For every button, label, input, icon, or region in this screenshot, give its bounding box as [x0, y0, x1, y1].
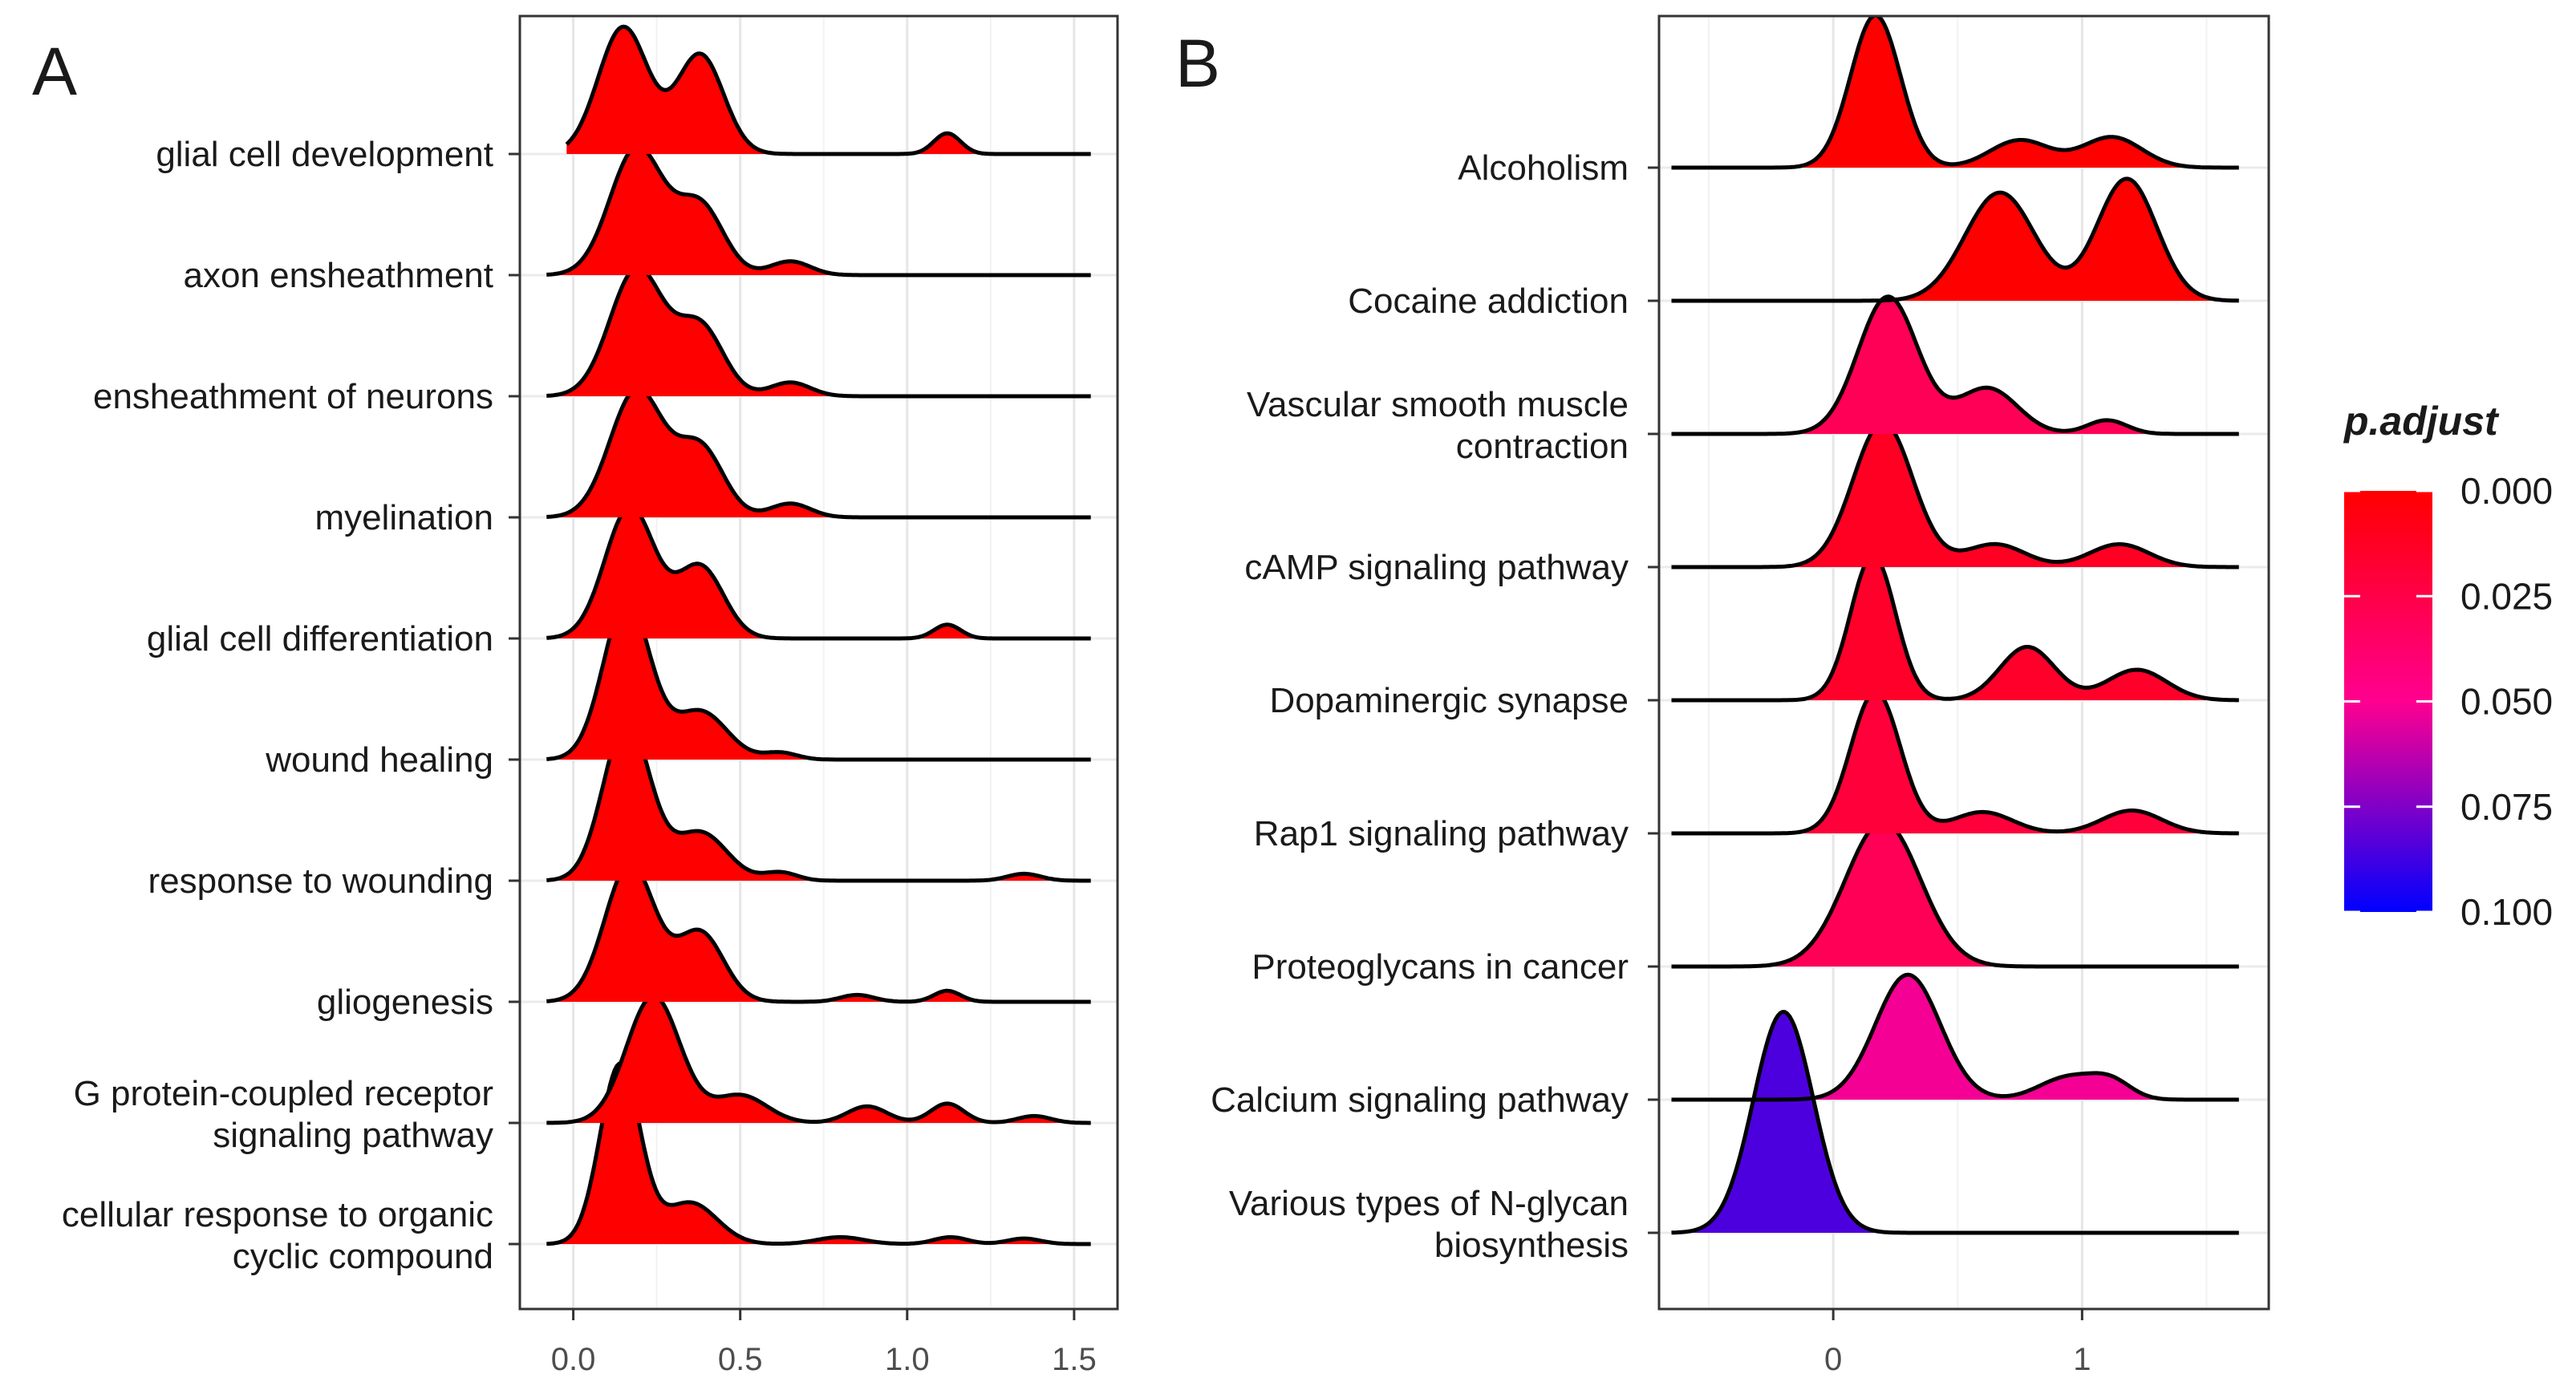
category-label: gliogenesis: [317, 983, 493, 1022]
ridges: [546, 24, 1091, 1246]
ridge-b-6: [1671, 689, 2239, 836]
ridge-a-5: [546, 505, 1091, 641]
ridge-fill: [546, 146, 1091, 275]
category-label: biosynthesis: [1434, 1226, 1629, 1265]
ridge-outline: [546, 994, 1091, 1125]
legend-tick-label: 0.075: [2460, 786, 2553, 828]
x-axis: 0.0 0.5 1.0 1.5: [551, 1309, 1097, 1377]
x-tick-label: 0.0: [551, 1342, 596, 1377]
ridge-outline: [1671, 553, 2239, 703]
ridge-outline: [565, 24, 1091, 156]
ridge-b-4: [1671, 420, 2239, 569]
ridge-b-2: [1671, 176, 2239, 303]
legend-tick-label: 0.100: [2460, 891, 2553, 933]
ridge-a-1: [565, 24, 1091, 156]
ridge-fill: [1671, 296, 2239, 434]
x-tick-label: 1.5: [1052, 1342, 1097, 1377]
ridge-fill: [546, 721, 1091, 881]
category-label: Rap1 signaling pathway: [1254, 814, 1629, 853]
category-label: contraction: [1456, 427, 1629, 466]
ridge-a-8: [546, 861, 1091, 1004]
ridge-b-9: [1671, 1010, 2239, 1235]
ridge-outline: [1671, 176, 2239, 303]
x-tick-label: 0.5: [718, 1342, 763, 1377]
legend-tick-label: 0.025: [2460, 575, 2553, 617]
legend-tick-label: 0.050: [2460, 681, 2553, 723]
category-label: Proteoglycans in cancer: [1251, 947, 1629, 987]
category-label: Dopaminergic synapse: [1269, 681, 1629, 720]
category-label: cAMP signaling pathway: [1244, 548, 1629, 587]
category-label: axon ensheathment: [183, 256, 493, 295]
x-tick-label: 1.0: [885, 1342, 930, 1377]
legend-tick-label: 0.000: [2460, 470, 2553, 512]
category-label: glial cell differentiation: [147, 619, 493, 659]
ridge-fill: [546, 388, 1091, 517]
ridge-fill: [566, 26, 1091, 155]
y-axis-labels: glial cell development axon ensheathment e…: [62, 135, 520, 1276]
x-tick-label: 0: [1824, 1342, 1842, 1377]
category-label: cyclic compound: [233, 1237, 493, 1276]
ridge-b-3: [1671, 294, 2239, 436]
ridge-fill: [546, 267, 1091, 396]
ridge-outline: [1671, 689, 2239, 836]
panel-a-ridgeline-chart: glial cell development axon ensheathment e…: [62, 14, 1119, 1377]
ridge-fill: [1671, 691, 2239, 833]
ridge-outline: [1671, 420, 2239, 569]
y-axis-labels: Alcoholism Cocaine addiction Vascular smoo…: [1211, 148, 1659, 1265]
ridge-outline: [1671, 820, 2239, 969]
panel-b-letter: B: [1175, 26, 1220, 101]
ridge-b-7: [1671, 820, 2239, 969]
ridge-fill: [546, 506, 1091, 638]
category-label: Cocaine addiction: [1348, 282, 1629, 321]
legend-title: p.adjust: [2343, 399, 2500, 444]
ridge-fill: [1671, 555, 2239, 700]
category-label: Alcoholism: [1458, 148, 1629, 188]
ridge-fill: [1671, 422, 2239, 567]
ridge-outline: [1671, 1010, 2239, 1235]
category-label: glial cell development: [156, 135, 493, 174]
panel-a-letter: A: [32, 34, 77, 109]
ridge-fill: [1671, 16, 2239, 168]
category-label: Vascular smooth muscle: [1247, 385, 1629, 424]
ridge-a-9: [546, 994, 1091, 1125]
ridge-b-5: [1671, 553, 2239, 703]
category-label: cellular response to organic: [62, 1195, 493, 1234]
category-label: ensheathment of neurons: [93, 377, 493, 416]
ridge-a-4: [546, 387, 1091, 520]
ridge-fill: [546, 995, 1091, 1123]
x-tick-label: 1: [2073, 1342, 2091, 1377]
ridge-fill: [1671, 178, 2239, 301]
ridge-a-3: [546, 265, 1091, 399]
p-adjust-legend: p.adjust 0.000 0.025 0.050 0.075 0.100: [2343, 399, 2553, 933]
category-label: response to wounding: [148, 861, 493, 901]
ridges: [1671, 16, 2239, 1235]
category-label: Various types of N-glycan: [1229, 1184, 1629, 1223]
ridge-b-1: [1671, 16, 2239, 170]
ridge-fill: [1671, 975, 2239, 1100]
ridge-fill: [546, 1064, 1091, 1244]
ridge-fill: [546, 600, 1091, 760]
panel-border: [518, 14, 1119, 1311]
category-label: myelination: [314, 498, 493, 537]
ridge-fill: [1671, 1011, 2239, 1233]
category-label: Calcium signaling pathway: [1211, 1080, 1629, 1120]
ridge-b-8: [1671, 972, 2239, 1102]
ridge-outline: [1671, 294, 2239, 436]
category-label: signaling pathway: [213, 1116, 493, 1155]
ridge-a-2: [546, 144, 1091, 278]
ridge-fill: [546, 863, 1091, 1002]
category-label: wound healing: [265, 740, 493, 780]
panel-b-ridgeline-chart: Alcoholism Cocaine addiction Vascular smoo…: [1211, 14, 2270, 1377]
panel-border: [1657, 14, 2270, 1311]
ridge-outline: [1671, 16, 2239, 170]
category-label: G protein-coupled receptor: [74, 1074, 493, 1113]
ridge-outline: [1671, 972, 2239, 1102]
